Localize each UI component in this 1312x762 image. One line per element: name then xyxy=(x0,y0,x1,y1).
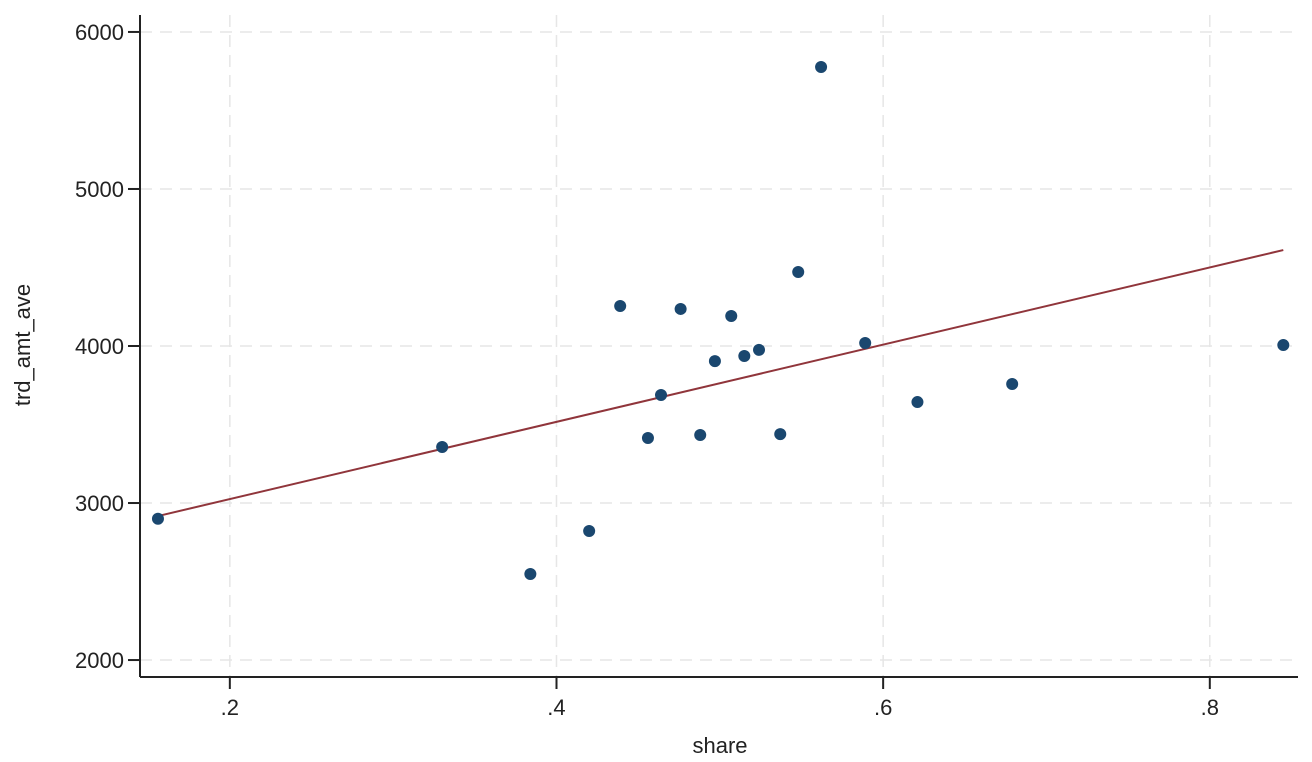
y-axis-title: trd_amt_ave xyxy=(10,284,35,406)
y-tick-label: 4000 xyxy=(75,334,124,359)
axes: 2000 3000 4000 5000 6000 .2 .4 .6 .8 xyxy=(75,15,1298,720)
data-point xyxy=(859,337,872,350)
fit-line xyxy=(157,249,1284,518)
data-point xyxy=(708,355,721,368)
data-point xyxy=(815,60,828,73)
data-point xyxy=(738,350,751,363)
y-tick-label: 3000 xyxy=(75,491,124,516)
y-tick-label: 6000 xyxy=(75,20,124,45)
y-tick-label: 2000 xyxy=(75,648,124,673)
x-tick-label: .6 xyxy=(874,695,892,720)
data-point xyxy=(655,388,668,401)
data-point xyxy=(614,299,627,312)
x-tick-label: .4 xyxy=(547,695,565,720)
points-group xyxy=(151,60,1290,580)
data-point xyxy=(911,396,924,409)
x-tick-label: .8 xyxy=(1201,695,1219,720)
data-point xyxy=(1006,377,1019,390)
data-point xyxy=(694,429,707,442)
data-point xyxy=(1277,339,1290,352)
grid xyxy=(140,15,1298,677)
data-point xyxy=(151,512,164,525)
data-point xyxy=(436,440,449,453)
data-point xyxy=(524,567,537,580)
fit-line-group xyxy=(157,249,1284,518)
data-point xyxy=(641,432,654,445)
data-point xyxy=(792,266,805,279)
data-point xyxy=(753,343,766,356)
data-point xyxy=(774,428,787,441)
data-point xyxy=(725,310,738,323)
x-axis-title: share xyxy=(692,733,747,758)
data-point xyxy=(674,302,687,315)
data-point xyxy=(583,524,596,537)
x-tick-label: .2 xyxy=(221,695,239,720)
y-tick-label: 5000 xyxy=(75,177,124,202)
